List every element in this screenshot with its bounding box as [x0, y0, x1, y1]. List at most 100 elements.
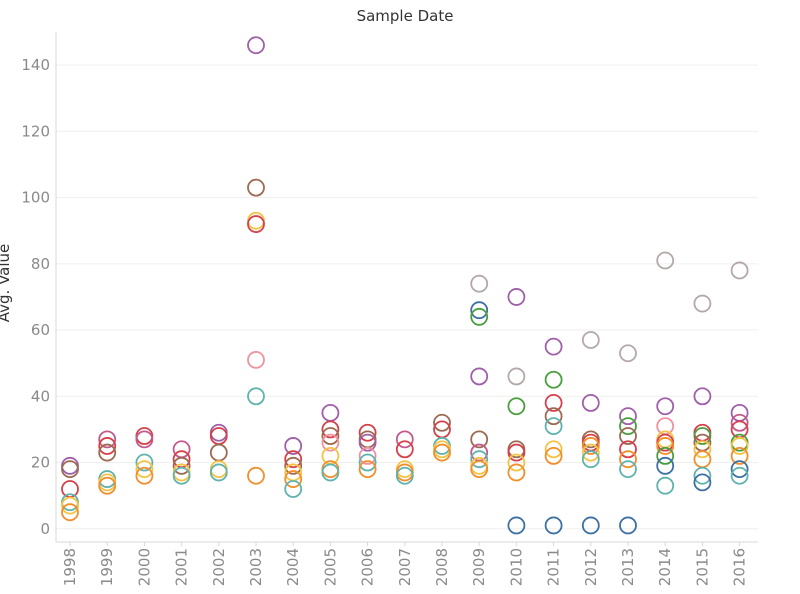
data-point[interactable] [247, 466, 265, 485]
data-point[interactable] [470, 301, 489, 320]
data-point[interactable] [619, 407, 637, 426]
data-point[interactable] [507, 367, 526, 386]
data-point[interactable] [470, 274, 489, 293]
data-point[interactable] [581, 331, 600, 349]
data-point[interactable] [619, 516, 637, 535]
data-point[interactable] [693, 427, 712, 445]
data-point[interactable] [61, 460, 79, 479]
data-point[interactable] [358, 453, 377, 472]
data-point[interactable] [433, 443, 451, 462]
data-point[interactable] [172, 440, 191, 459]
data-point[interactable] [730, 403, 749, 422]
data-point[interactable] [358, 433, 377, 452]
data-point[interactable] [321, 403, 340, 422]
data-point[interactable] [284, 450, 303, 469]
data-point[interactable] [135, 453, 154, 472]
data-point[interactable] [247, 178, 265, 197]
data-point[interactable] [247, 387, 265, 406]
data-point[interactable] [284, 480, 303, 498]
data-point[interactable] [395, 430, 414, 449]
data-point[interactable] [135, 430, 154, 449]
data-point[interactable] [433, 413, 451, 432]
data-point[interactable] [61, 456, 79, 475]
data-point[interactable] [507, 516, 526, 535]
data-point[interactable] [321, 433, 340, 452]
data-point[interactable] [247, 350, 265, 369]
data-point[interactable] [581, 433, 600, 452]
data-point[interactable] [209, 423, 228, 442]
data-point[interactable] [98, 443, 117, 462]
data-point[interactable] [172, 456, 191, 475]
data-point[interactable] [581, 437, 600, 455]
data-point[interactable] [730, 437, 749, 455]
data-point[interactable] [247, 36, 265, 55]
data-point[interactable] [507, 453, 526, 472]
data-point[interactable] [581, 516, 600, 535]
data-point[interactable] [433, 440, 451, 459]
data-point[interactable] [730, 413, 749, 432]
data-point[interactable] [209, 427, 228, 445]
data-point[interactable] [581, 394, 600, 412]
data-point[interactable] [284, 470, 303, 488]
data-point[interactable] [470, 460, 489, 479]
data-point[interactable] [358, 446, 377, 465]
data-point[interactable] [656, 446, 675, 465]
data-point[interactable] [656, 251, 675, 270]
data-point[interactable] [209, 443, 228, 462]
data-point[interactable] [581, 450, 600, 469]
data-point[interactable] [693, 440, 712, 459]
data-point[interactable] [693, 294, 712, 313]
data-point[interactable] [693, 387, 712, 406]
data-point[interactable] [209, 463, 228, 482]
data-point[interactable] [284, 456, 303, 475]
data-point[interactable] [730, 261, 749, 280]
data-point[interactable] [321, 463, 340, 482]
data-point[interactable] [209, 460, 228, 479]
data-point[interactable] [544, 440, 563, 459]
data-point[interactable] [321, 420, 340, 439]
data-point[interactable] [321, 427, 340, 445]
data-point[interactable] [619, 440, 637, 459]
data-point[interactable] [619, 460, 637, 479]
data-point[interactable] [358, 460, 377, 479]
data-point[interactable] [544, 407, 563, 426]
data-point[interactable] [507, 443, 526, 462]
data-point[interactable] [693, 423, 712, 442]
data-point[interactable] [507, 463, 526, 482]
data-point[interactable] [656, 476, 675, 495]
data-point[interactable] [544, 370, 563, 389]
data-point[interactable] [619, 344, 637, 363]
data-point[interactable] [470, 430, 489, 449]
data-point[interactable] [98, 476, 117, 495]
data-point[interactable] [395, 466, 414, 485]
data-point[interactable] [507, 288, 526, 306]
data-point[interactable] [470, 367, 489, 386]
data-point[interactable] [61, 496, 79, 515]
data-point[interactable] [581, 443, 600, 462]
data-point[interactable] [247, 215, 265, 233]
data-point[interactable] [135, 460, 154, 479]
data-point[interactable] [98, 473, 117, 492]
data-point[interactable] [507, 397, 526, 416]
data-point[interactable] [544, 446, 563, 465]
data-point[interactable] [470, 450, 489, 469]
data-point[interactable] [619, 417, 637, 435]
data-point[interactable] [656, 437, 675, 455]
data-point[interactable] [693, 466, 712, 485]
data-point[interactable] [619, 450, 637, 469]
data-point[interactable] [730, 460, 749, 479]
data-point[interactable] [395, 440, 414, 459]
data-point[interactable] [358, 423, 377, 442]
data-point[interactable] [135, 466, 154, 485]
data-point[interactable] [61, 503, 79, 522]
data-point[interactable] [544, 417, 563, 435]
data-point[interactable] [470, 307, 489, 326]
data-point[interactable] [730, 446, 749, 465]
data-point[interactable] [98, 437, 117, 455]
data-point[interactable] [284, 437, 303, 455]
data-point[interactable] [619, 427, 637, 445]
data-point[interactable] [395, 463, 414, 482]
data-point[interactable] [656, 397, 675, 416]
data-point[interactable] [544, 516, 563, 535]
data-point[interactable] [544, 337, 563, 356]
